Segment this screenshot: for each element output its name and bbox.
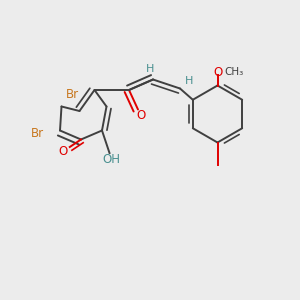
Text: OH: OH [102,152,120,166]
Text: H: H [185,76,193,86]
Text: Br: Br [31,127,44,140]
Text: O: O [213,65,222,79]
Text: O: O [58,145,68,158]
Text: Br: Br [65,88,79,101]
Text: O: O [136,109,146,122]
Text: H: H [146,64,154,74]
Text: CH₃: CH₃ [224,67,244,77]
